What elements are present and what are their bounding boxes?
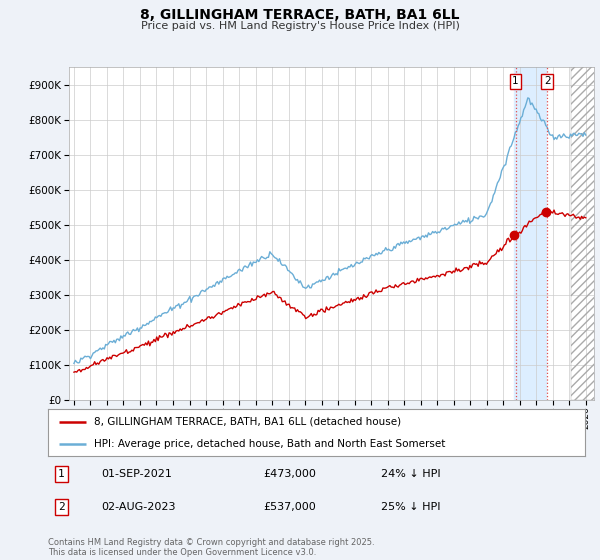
Text: £473,000: £473,000	[263, 469, 316, 479]
Text: 8, GILLINGHAM TERRACE, BATH, BA1 6LL (detached house): 8, GILLINGHAM TERRACE, BATH, BA1 6LL (de…	[94, 417, 401, 427]
Bar	[571, 67, 596, 400]
Text: 25% ↓ HPI: 25% ↓ HPI	[381, 502, 440, 512]
Text: 24% ↓ HPI: 24% ↓ HPI	[381, 469, 440, 479]
Text: Contains HM Land Registry data © Crown copyright and database right 2025.
This d: Contains HM Land Registry data © Crown c…	[48, 538, 374, 557]
Bar	[514, 67, 546, 400]
Text: 01-SEP-2021: 01-SEP-2021	[102, 469, 173, 479]
Text: £537,000: £537,000	[263, 502, 316, 512]
Bar	[571, 67, 596, 400]
Text: 1: 1	[512, 76, 519, 86]
Text: HPI: Average price, detached house, Bath and North East Somerset: HPI: Average price, detached house, Bath…	[94, 438, 445, 449]
Text: 8, GILLINGHAM TERRACE, BATH, BA1 6LL: 8, GILLINGHAM TERRACE, BATH, BA1 6LL	[140, 8, 460, 22]
Text: 02-AUG-2023: 02-AUG-2023	[102, 502, 176, 512]
Text: 2: 2	[544, 76, 551, 86]
Text: 1: 1	[58, 469, 65, 479]
Text: Price paid vs. HM Land Registry's House Price Index (HPI): Price paid vs. HM Land Registry's House …	[140, 21, 460, 31]
Text: 2: 2	[58, 502, 65, 512]
